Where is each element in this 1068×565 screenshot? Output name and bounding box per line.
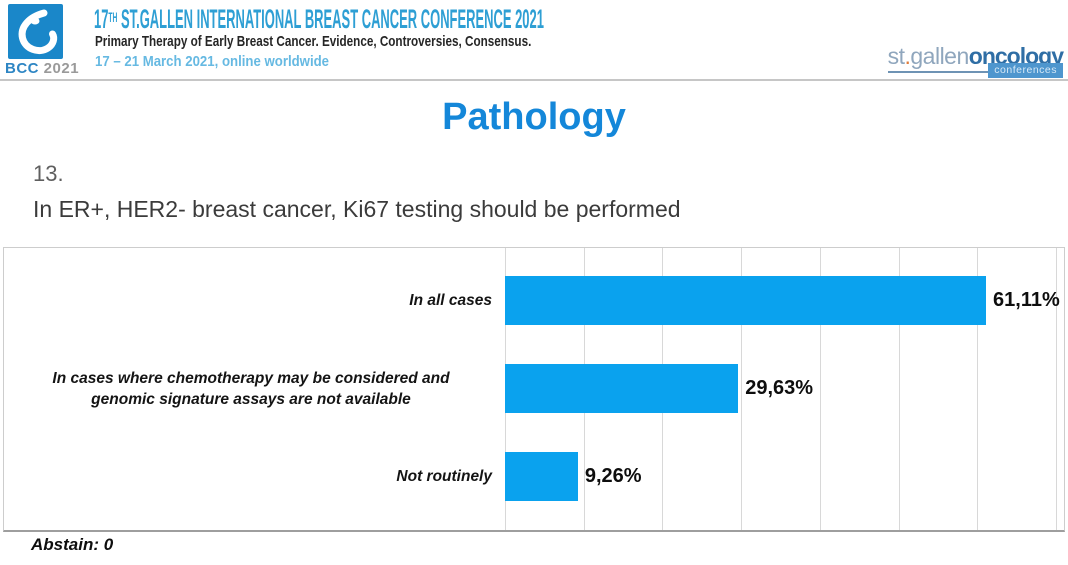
conference-dates: 17 – 21 March 2021, online worldwide <box>95 53 330 70</box>
brand-tagline: conferences <box>988 63 1063 78</box>
bar <box>505 452 578 501</box>
bar-value-label: 29,63% <box>745 377 814 399</box>
bcc-logo-caption: BCC 2021 <box>5 60 90 77</box>
gridline <box>977 248 979 530</box>
conference-subtitle: Primary Therapy of Early Breast Cancer. … <box>95 33 532 50</box>
gridline <box>1056 248 1057 530</box>
bar-row: In all cases 61,11% <box>4 276 1064 325</box>
brand-dot: . <box>904 43 911 69</box>
breast-logo-icon <box>18 9 58 55</box>
gridline <box>741 248 743 530</box>
bar <box>505 276 987 325</box>
stgallen-oncology-logo: st.gallenoncology <box>887 42 1064 73</box>
question-text: In ER+, HER2- breast cancer, Ki67 testin… <box>33 196 681 222</box>
bcc-conference-logo <box>8 4 63 59</box>
question-number: 13. <box>33 161 64 186</box>
gridline <box>819 248 821 530</box>
bar-row: In cases where chemotherapy may be consi… <box>4 364 1064 413</box>
bar-value-label: 61,11% <box>993 289 1060 311</box>
bcc-acronym: BCC <box>5 60 39 77</box>
bar-value-label: 9,26% <box>584 465 642 487</box>
bar-row: Not routinely 9,26% <box>4 452 1064 501</box>
gridline <box>898 248 900 530</box>
page-title: Pathology <box>442 96 626 138</box>
bar-label: In cases where chemotherapy may be consi… <box>52 369 450 408</box>
abstain-count: Abstain: 0 <box>31 535 114 554</box>
bar <box>505 364 739 413</box>
bar-label: In all cases <box>409 292 492 309</box>
conference-title: 17TH ST.GALLEN INTERNATIONAL BREAST CANC… <box>94 4 544 34</box>
bar-label: Not routinely <box>396 468 492 485</box>
bcc-year: 2021 <box>43 60 80 77</box>
bar-chart: In all cases 61,11% In cases where chemo… <box>3 247 1065 532</box>
title-superscript: TH <box>108 9 118 25</box>
header-divider <box>0 79 1068 81</box>
